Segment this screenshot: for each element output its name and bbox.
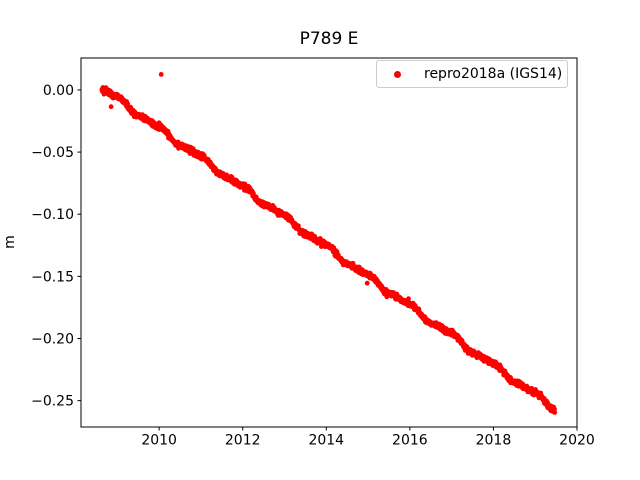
- y-axis-ticks: [77, 89, 81, 402]
- axes-spines: [80, 57, 578, 428]
- x-axis-ticks: [158, 427, 578, 431]
- y-tick-label: −0.25: [31, 394, 74, 410]
- legend-red-dot-icon: [394, 70, 401, 78]
- y-tick-label: −0.15: [31, 269, 74, 285]
- x-tick-label: 2020: [559, 433, 595, 449]
- x-axis-tick-labels: 2010 2012 2014 2016 2018 2020: [141, 433, 595, 449]
- x-tick-label: 2012: [225, 433, 261, 449]
- y-tick-label: −0.20: [31, 332, 74, 348]
- y-tick-label: −0.05: [31, 145, 74, 161]
- y-axis-tick-labels: 0.00 −0.05 −0.10 −0.15 −0.20 −0.25: [31, 83, 74, 410]
- x-tick-label: 2010: [141, 433, 177, 449]
- chart-title: P789 E: [299, 29, 359, 49]
- scatter-series-points: [99, 72, 558, 415]
- data-point-outlier: [158, 72, 164, 77]
- x-tick-label: 2016: [392, 433, 428, 449]
- legend: repro2018a (IGS14): [376, 60, 568, 88]
- legend-label: repro2018a (IGS14): [424, 66, 563, 82]
- data-point-outlier: [364, 280, 370, 286]
- data-point-outlier: [108, 104, 114, 110]
- y-tick-label: 0.00: [43, 83, 74, 99]
- y-tick-label: −0.10: [31, 207, 74, 223]
- x-tick-label: 2014: [308, 433, 344, 449]
- x-tick-label: 2018: [476, 433, 512, 449]
